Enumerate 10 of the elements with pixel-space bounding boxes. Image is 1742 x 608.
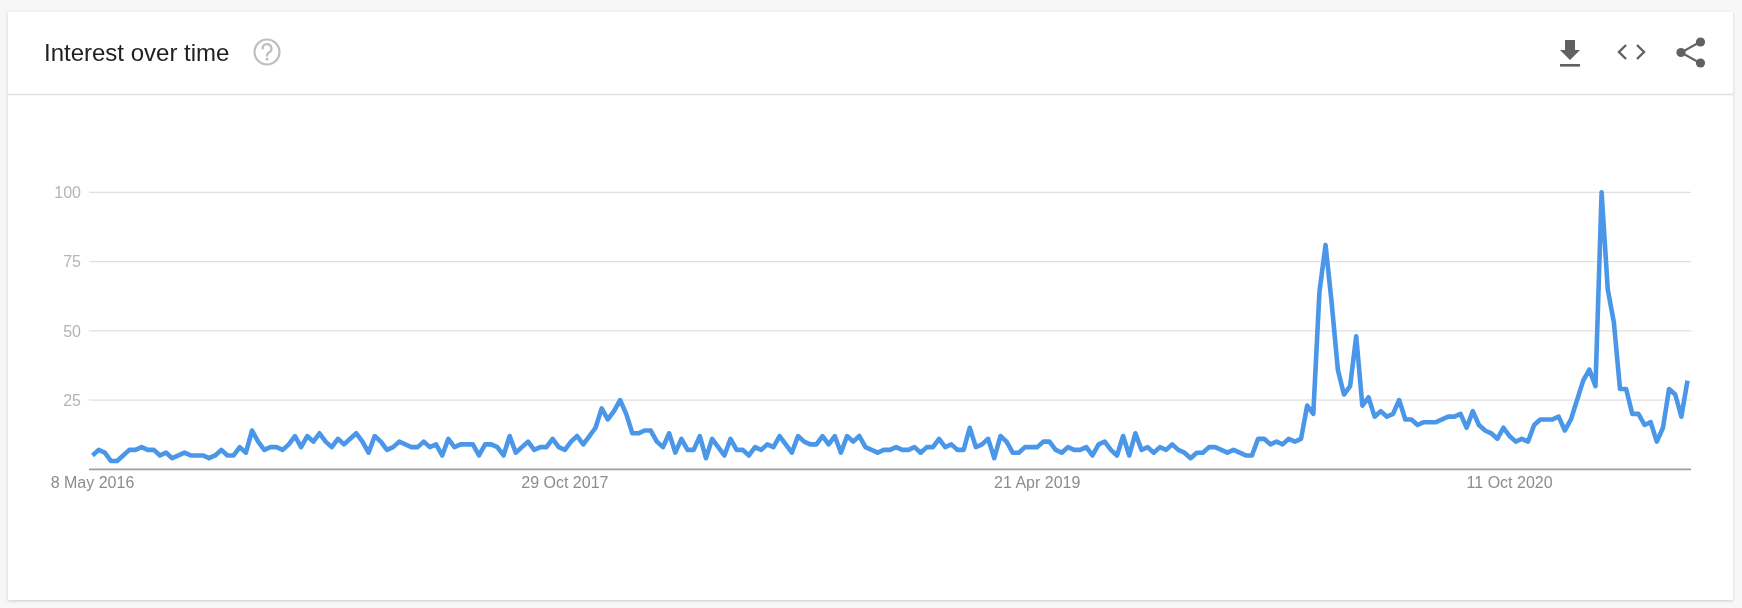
x-tick-label: 21 Apr 2019 [994, 474, 1081, 491]
chart-title: Interest over time [44, 39, 230, 66]
line-series [90, 190, 1690, 464]
x-tick-label: 29 Oct 2017 [521, 474, 609, 491]
y-tick-label: 75 [63, 253, 82, 271]
y-tick-label: 100 [54, 184, 82, 202]
x-tick-label: 8 May 2016 [50, 474, 135, 491]
y-tick-label: 50 [63, 322, 82, 340]
x-tick-label: 11 Oct 2020 [1466, 474, 1553, 491]
y-tick-label: 25 [63, 391, 82, 409]
